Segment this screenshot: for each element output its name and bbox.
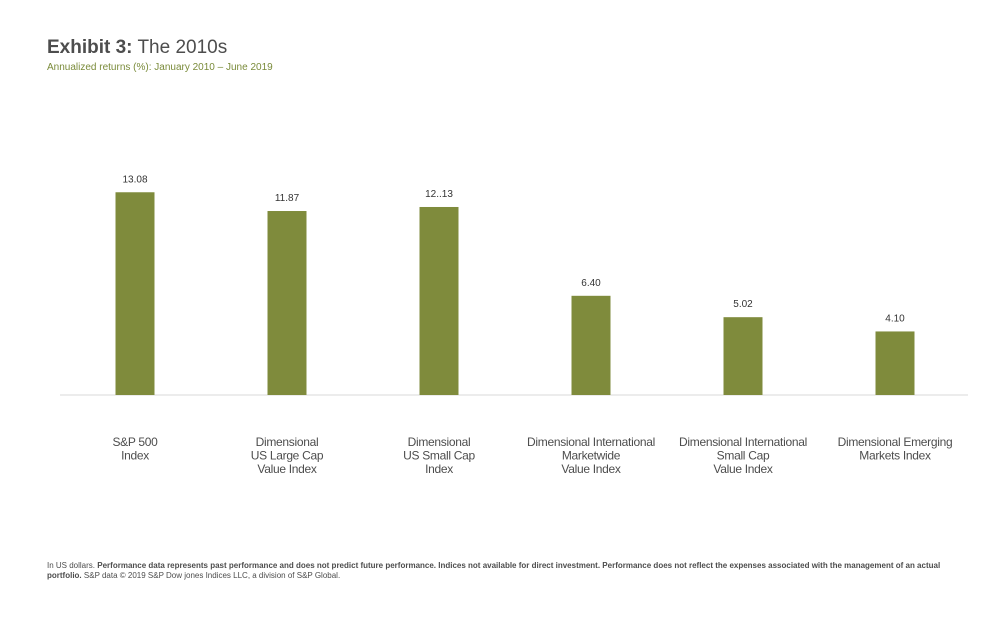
bar-2	[419, 206, 459, 395]
bar-0	[115, 192, 155, 395]
category-label-1-line-2: Value Index	[257, 462, 316, 476]
footnote-source: S&P data © 2019 S&P Dow jones Indices LL…	[83, 571, 341, 580]
category-label-2-line-2: Index	[425, 462, 453, 476]
footnote: In US dollars. Performance data represen…	[47, 561, 962, 581]
bar-value-label-3: 6.40	[581, 278, 601, 289]
category-label-5-line-1: Markets Index	[859, 449, 931, 463]
bar-value-label-2: 12..13	[425, 189, 453, 200]
category-label-4-line-0: Dimensional International	[679, 435, 807, 449]
bar-1	[267, 211, 307, 395]
category-label-1-line-1: US Large Cap	[251, 449, 324, 463]
chart-title-text: The 2010s	[137, 37, 228, 58]
category-label-4-line-2: Value Index	[713, 462, 772, 476]
chart-title: Exhibit 3: The 2010s	[47, 37, 227, 59]
bar-3	[571, 295, 611, 395]
chart-title-exhibit: Exhibit 3:	[47, 37, 133, 58]
category-label-5-line-0: Dimensional Emerging	[838, 435, 953, 449]
footnote-lead: In US dollars.	[47, 561, 96, 570]
category-label-1-line-0: Dimensional	[256, 435, 319, 449]
bar-4	[723, 317, 763, 395]
category-label-3-line-0: Dimensional International	[527, 435, 655, 449]
category-label-2-line-1: US Small Cap	[403, 449, 475, 463]
bar-5	[875, 331, 915, 395]
bar-value-label-5: 4.10	[885, 313, 905, 324]
category-label-0-line-0: S&P 500	[112, 435, 158, 449]
category-label-0-line-1: Index	[121, 449, 149, 463]
category-label-3-line-2: Value Index	[561, 462, 620, 476]
category-label-4-line-1: Small Cap	[717, 449, 770, 463]
chart-subtitle: Annualized returns (%): January 2010 – J…	[47, 62, 273, 73]
bar-value-label-0: 13.08	[122, 174, 147, 185]
bar-value-label-1: 11.87	[275, 193, 300, 204]
category-label-3-line-1: Marketwide	[562, 449, 621, 463]
category-label-2-line-0: Dimensional	[408, 435, 471, 449]
bar-value-label-4: 5.02	[733, 299, 753, 310]
footnote-disclaimer: Performance data represents past perform…	[47, 561, 941, 580]
